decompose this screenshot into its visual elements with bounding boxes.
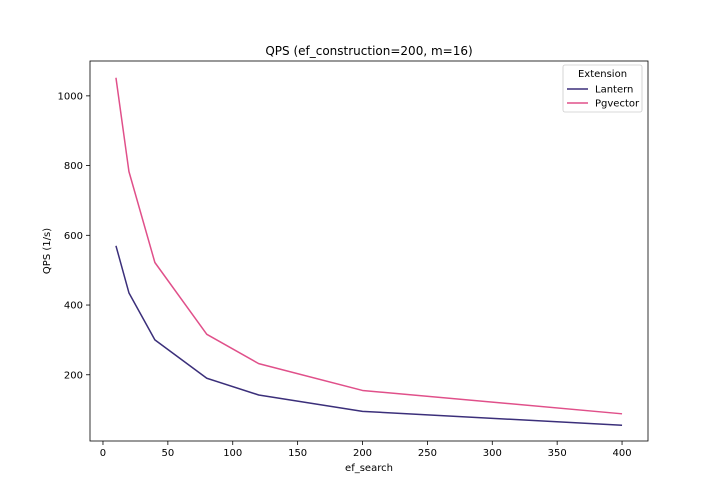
x-axis-label: ef_search (345, 463, 393, 474)
x-tick-label: 150 (288, 448, 307, 459)
x-tick-label: 100 (223, 448, 242, 459)
y-tick-label: 400 (64, 301, 83, 312)
y-tick-label: 800 (64, 161, 83, 172)
plot-area (89, 60, 649, 442)
legend-label-pgvector: Pgvector (595, 99, 640, 110)
y-axis: 200 400 600 800 1000 (58, 91, 90, 381)
x-tick-label: 200 (353, 448, 372, 459)
chart-title: QPS (ef_construction=200, m=16) (265, 44, 472, 58)
series-line-pgvector (115, 77, 623, 415)
legend: Extension Lantern Pgvector (562, 64, 643, 113)
series-layer (115, 77, 623, 427)
x-axis: 0 50 100 150 200 250 300 350 400 (100, 441, 632, 459)
x-tick-label: 50 (161, 448, 174, 459)
y-tick-label: 200 (64, 370, 83, 381)
series-line-lantern (115, 245, 623, 427)
x-tick-label: 400 (612, 448, 631, 459)
y-tick-label: 1000 (58, 91, 83, 102)
legend-title: Extension (578, 69, 627, 80)
x-tick-label: 0 (100, 448, 106, 459)
legend-label-lantern: Lantern (595, 85, 633, 96)
x-tick-label: 250 (418, 448, 437, 459)
legend-box (562, 64, 643, 113)
x-tick-label: 300 (483, 448, 502, 459)
y-axis-label: QPS (1/s) (42, 228, 53, 274)
x-tick-label: 350 (548, 448, 567, 459)
y-tick-label: 600 (64, 231, 83, 242)
